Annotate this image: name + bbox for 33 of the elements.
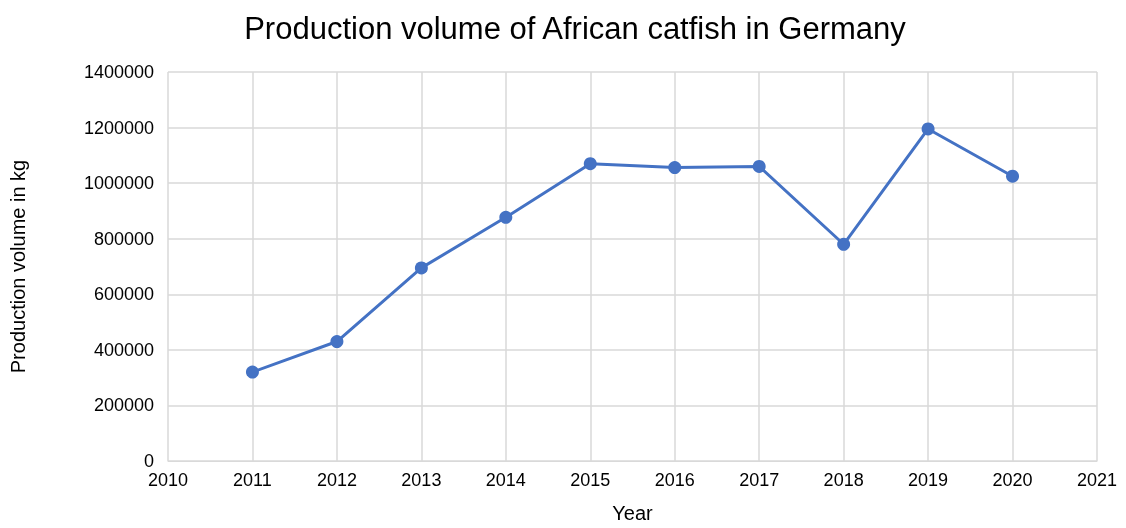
y-tick-label: 600000 (93, 284, 154, 305)
point (414, 261, 428, 275)
point (583, 157, 597, 171)
x-tick-label: 2011 (233, 470, 272, 490)
y-tick-label: 1400000 (83, 62, 154, 82)
y-tick-label: 200000 (93, 395, 154, 416)
x-tick-label: 2016 (654, 470, 695, 490)
x-tick-label: 2010 (147, 470, 189, 490)
point (921, 122, 935, 136)
x-tick-label: 2015 (570, 470, 611, 490)
x-tick-label: 2021 (1076, 470, 1118, 490)
y-tick-label: 0 (143, 451, 154, 471)
x-tick-label: 2014 (485, 470, 526, 490)
y-axis-title: Production volume in kg (7, 159, 29, 374)
chart-title: Production volume of African catfish in Germany (244, 11, 907, 46)
point (752, 159, 766, 173)
point (499, 210, 513, 224)
point (837, 237, 851, 251)
point (245, 365, 259, 379)
point (668, 161, 682, 175)
point (1006, 169, 1020, 183)
x-tick-label: 2013 (401, 470, 442, 490)
x-tick-label: 2018 (823, 470, 864, 490)
x-tick-label: 2017 (739, 470, 780, 490)
x-tick-label: 2019 (908, 470, 949, 490)
x-tick-label: 2012 (316, 470, 357, 490)
x-axis-title: Year (612, 502, 654, 524)
x-tick-label: 2020 (992, 470, 1033, 490)
y-tick-label: 400000 (93, 339, 154, 360)
y-tick-label: 1200000 (83, 117, 154, 138)
y-tick-label: 1000000 (83, 173, 154, 194)
point (330, 335, 344, 349)
y-tick-label: 800000 (93, 228, 154, 249)
